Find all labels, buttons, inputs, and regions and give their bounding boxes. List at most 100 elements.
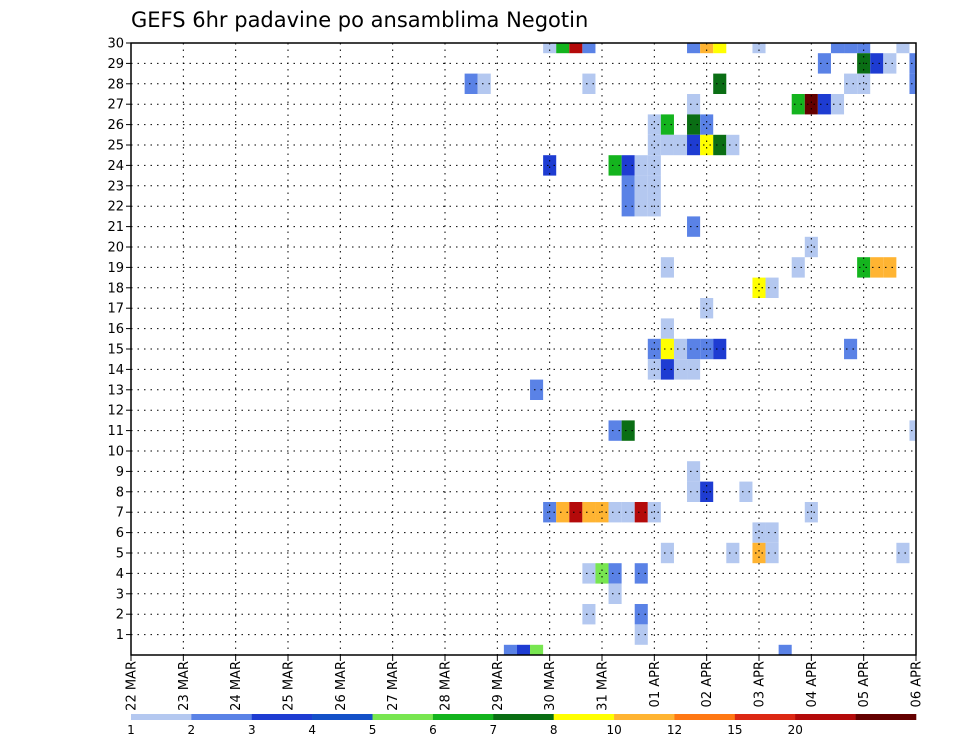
heat-cell	[713, 73, 727, 94]
x-axis: 22 MAR 23 MAR 24 MAR 25 MAR 26 MAR 27 MAR 28 M…	[125, 655, 925, 711]
heat-cell	[883, 257, 897, 278]
heat-cell	[634, 624, 648, 645]
heat-cell	[726, 542, 740, 564]
heat-cell	[543, 155, 557, 176]
y-tick-label: 28	[107, 77, 124, 92]
x-tick-label: 27 MAR	[386, 661, 401, 711]
x-tick-label: 03 APR	[753, 661, 768, 707]
heat-cell	[752, 277, 766, 298]
y-tick-label: 13	[107, 383, 124, 398]
heat-cell	[660, 257, 674, 278]
colorbar-swatch	[191, 714, 253, 720]
y-tick-label: 2	[116, 608, 124, 623]
y-tick-label: 30	[107, 37, 124, 52]
heat-cell	[687, 134, 701, 156]
heat-cell	[700, 114, 714, 135]
heat-cell	[896, 542, 910, 564]
heat-cell	[713, 134, 727, 156]
colorbar-label: 4	[308, 723, 316, 737]
y-tick-label: 10	[107, 445, 124, 460]
heat-cell	[569, 502, 583, 523]
heat-cell	[857, 73, 871, 94]
heat-cell	[608, 583, 622, 604]
heat-cell	[569, 43, 583, 54]
heat-cell	[556, 43, 570, 54]
colorbar-swatch	[855, 714, 917, 720]
heat-cell	[765, 542, 779, 564]
y-tick-label: 5	[116, 547, 124, 562]
colorbar-swatch	[734, 714, 796, 720]
x-tick-label: 04 APR	[805, 661, 820, 707]
heat-cell	[582, 43, 596, 54]
heat-cell	[673, 359, 688, 380]
colorbar-swatch	[312, 714, 373, 720]
y-tick-label: 26	[107, 118, 124, 133]
heat-cell	[608, 420, 622, 441]
x-tick-label: 22 MAR	[125, 661, 140, 711]
heat-cell	[739, 481, 753, 502]
colorbar-swatch	[674, 714, 736, 720]
y-tick-label: 25	[107, 139, 124, 154]
colorbar-swatch	[553, 714, 615, 720]
heat-cell	[700, 298, 714, 319]
y-tick-label: 19	[107, 261, 124, 276]
heat-cell	[621, 155, 635, 176]
heat-cell	[713, 338, 727, 360]
colorbar-label: 3	[248, 723, 256, 737]
colorbar-label: 2	[188, 723, 196, 737]
heat-cell	[687, 216, 701, 237]
heat-cell	[621, 420, 635, 441]
heat-cell	[870, 257, 884, 278]
heat-cell	[857, 43, 871, 54]
heat-cell	[660, 359, 674, 380]
colorbar-swatch	[131, 714, 192, 720]
x-tick-label: 25 MAR	[282, 661, 297, 711]
heat-cell	[909, 420, 916, 441]
heat-cell	[660, 134, 674, 156]
colorbar-label: 15	[727, 723, 742, 737]
heat-cell	[804, 94, 818, 115]
y-tick-label: 23	[107, 179, 124, 194]
heat-cell	[687, 43, 701, 54]
colorbar-swatch	[614, 714, 675, 720]
heat-cell	[765, 277, 779, 298]
heat-cell	[687, 359, 701, 380]
heat-cell	[870, 53, 884, 74]
heat-cell	[556, 502, 570, 523]
y-tick-label: 15	[107, 343, 124, 358]
heat-cell	[791, 257, 805, 278]
x-tick-label: 26 MAR	[334, 661, 349, 711]
heat-cell	[647, 155, 661, 176]
y-tick-label: 21	[107, 220, 124, 235]
heat-cell	[582, 502, 596, 523]
heat-cell	[660, 114, 674, 135]
colorbar-label: 1	[127, 723, 135, 737]
heat-cell	[830, 94, 845, 115]
heat-cell	[687, 114, 701, 135]
heat-cell	[582, 563, 596, 584]
colorbar-label: 20	[788, 723, 803, 737]
heat-cell	[844, 338, 858, 360]
heat-cell	[909, 73, 916, 94]
y-tick-label: 20	[107, 241, 124, 256]
colorbar-swatch	[432, 714, 494, 720]
heat-cell	[687, 94, 701, 115]
heat-cell	[687, 481, 701, 502]
heat-cell	[896, 43, 910, 54]
colorbar-label: 10	[606, 723, 621, 737]
x-tick-label: 01 APR	[648, 661, 663, 707]
x-tick-label: 29 MAR	[491, 661, 506, 711]
colorbar-label: 5	[369, 723, 377, 737]
heat-cell	[752, 43, 766, 54]
heat-cell	[582, 604, 596, 625]
x-tick-label: 28 MAR	[439, 661, 454, 711]
y-tick-label: 14	[107, 363, 124, 378]
heat-cell	[883, 53, 897, 74]
colorbar-swatch	[795, 714, 856, 720]
x-tick-label: 05 APR	[857, 661, 872, 707]
y-axis: 1234567891011121314151617181920212223242…	[107, 37, 131, 643]
heat-cell	[634, 175, 648, 196]
y-tick-label: 3	[116, 587, 124, 602]
heat-cell	[752, 542, 766, 564]
